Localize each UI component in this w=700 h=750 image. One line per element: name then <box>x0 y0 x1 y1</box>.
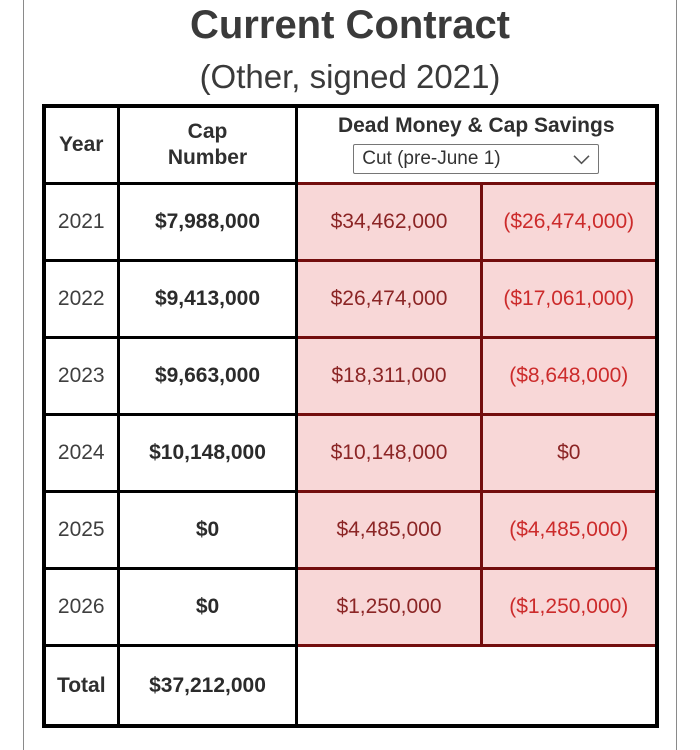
year-cell: 2023 <box>42 336 120 417</box>
cap-number-cell: $0 <box>117 490 298 571</box>
year-cell: 2025 <box>42 490 120 571</box>
year-cell: 2026 <box>42 567 120 648</box>
year-cell: 2021 <box>42 182 120 263</box>
dead-money-mode-select-wrap: Cut (pre-June 1) <box>353 144 600 175</box>
page-title: Current Contract <box>189 3 511 47</box>
total-cap-number-cell: $37,212,000 <box>117 644 298 728</box>
cap-savings-cell: ($4,485,000) <box>480 490 658 571</box>
total-label: Total <box>42 644 120 728</box>
contract-panel: Current Contract (Other, signed 2021) Ye… <box>23 0 677 750</box>
cap-savings-cell: ($17,061,000) <box>480 259 658 340</box>
cap-savings-cell: ($8,648,000) <box>480 336 658 417</box>
cap-number-cell: $7,988,000 <box>117 182 298 263</box>
contract-table: Year Cap Number Dead Money & Cap Savings… <box>41 104 659 728</box>
total-row: Total $37,212,000 <box>42 644 658 728</box>
dead-money-group-label: Dead Money & Cap Savings <box>337 114 615 138</box>
table-row: 2023 $9,663,000 $18,311,000 ($8,648,000) <box>42 336 658 417</box>
dead-money-cell: $4,485,000 <box>295 490 483 571</box>
dead-money-cell: $34,462,000 <box>295 182 483 263</box>
header-row: Year Cap Number Dead Money & Cap Savings… <box>42 104 658 186</box>
year-cell: 2022 <box>42 259 120 340</box>
dead-money-mode-select[interactable]: Cut (pre-June 1) <box>353 144 600 175</box>
table-row: 2026 $0 $1,250,000 ($1,250,000) <box>42 567 658 648</box>
dead-money-group-header: Dead Money & Cap Savings Cut (pre-June 1… <box>295 104 658 186</box>
cap-number-cell: $0 <box>117 567 298 648</box>
table-row: 2025 $0 $4,485,000 ($4,485,000) <box>42 490 658 571</box>
dead-money-cell: $1,250,000 <box>295 567 483 648</box>
year-column-header: Year <box>42 104 120 186</box>
total-dead-money-empty-cell <box>295 644 658 728</box>
year-cell: 2024 <box>42 413 120 494</box>
cap-savings-cell: ($1,250,000) <box>480 567 658 648</box>
cap-number-column-header: Cap Number <box>117 104 298 186</box>
table-row: 2024 $10,148,000 $10,148,000 $0 <box>42 413 658 494</box>
page-subtitle: (Other, signed 2021) <box>199 58 501 95</box>
table-row: 2021 $7,988,000 $34,462,000 ($26,474,000… <box>42 182 658 263</box>
cap-savings-cell: ($26,474,000) <box>480 182 658 263</box>
dead-money-cell: $18,311,000 <box>295 336 483 417</box>
dead-money-cell: $26,474,000 <box>295 259 483 340</box>
table-row: 2022 $9,413,000 $26,474,000 ($17,061,000… <box>42 259 658 340</box>
cap-number-cell: $10,148,000 <box>117 413 298 494</box>
cap-number-cell: $9,413,000 <box>117 259 298 340</box>
dead-money-cell: $10,148,000 <box>295 413 483 494</box>
cap-number-cell: $9,663,000 <box>117 336 298 417</box>
cap-savings-cell: $0 <box>480 413 658 494</box>
